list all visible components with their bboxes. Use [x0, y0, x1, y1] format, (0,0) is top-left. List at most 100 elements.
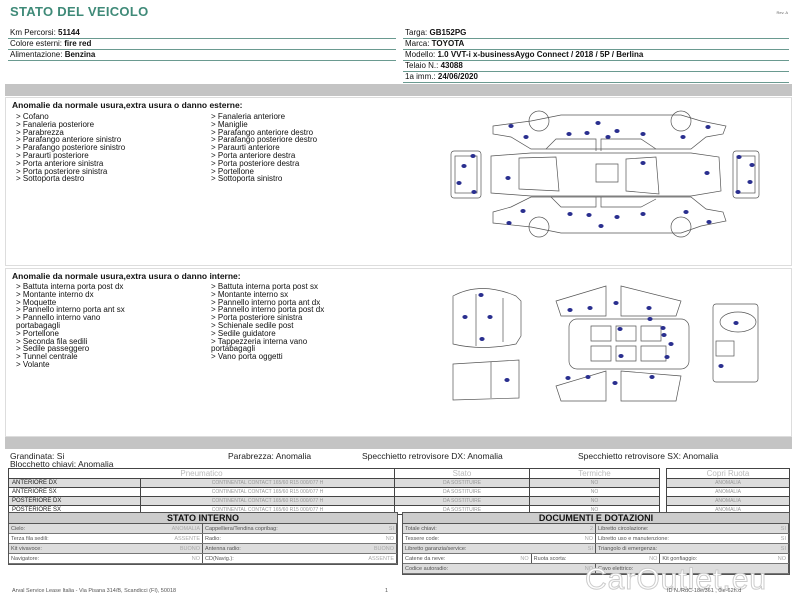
damage-marker[interactable]	[587, 306, 593, 310]
field-value: BUONO	[179, 546, 200, 552]
damage-marker[interactable]	[487, 315, 493, 319]
damage-marker[interactable]	[567, 212, 573, 216]
damage-marker[interactable]	[660, 326, 666, 330]
damage-marker[interactable]	[508, 124, 514, 128]
damage-marker[interactable]	[704, 171, 710, 175]
damage-marker[interactable]	[505, 176, 511, 180]
damage-marker[interactable]	[718, 364, 724, 368]
info-label: 1a imm.:	[405, 72, 438, 81]
damage-marker[interactable]	[584, 131, 590, 135]
damage-marker[interactable]	[456, 181, 462, 185]
field-label: Libretto circolazione:	[598, 526, 649, 532]
damage-marker[interactable]	[705, 125, 711, 129]
tyre-position: ANTERIORE SX	[8, 487, 141, 497]
damage-marker[interactable]	[478, 293, 484, 297]
damage-marker[interactable]	[586, 213, 592, 217]
copri-ruota-value: ANOMALIA	[666, 478, 790, 488]
damage-marker[interactable]	[647, 317, 653, 321]
damage-marker[interactable]	[504, 378, 510, 382]
field: CD(Navig.): ASSENTE	[203, 554, 397, 563]
damage-marker[interactable]	[668, 342, 674, 346]
damage-marker[interactable]	[749, 163, 755, 167]
field-label: Libretto uso e manutenzione:	[598, 536, 669, 542]
damage-marker[interactable]	[706, 220, 712, 224]
field-label: Catene da neve:	[405, 556, 446, 562]
info-row: 1a imm.: 24/06/2020	[403, 72, 789, 83]
parabrezza: Parabrezza: Anomalia	[228, 451, 312, 461]
damage-marker[interactable]	[747, 180, 753, 184]
damage-marker[interactable]	[614, 215, 620, 219]
field-label: Kit vivavoce:	[11, 546, 42, 552]
damage-marker[interactable]	[680, 135, 686, 139]
section-row: Terza fila sedili: ASSENTE Radio: NO	[9, 534, 397, 544]
field: Cavo elettrico:	[596, 564, 789, 573]
field: Libretto uso e manutenzione: SI	[596, 534, 789, 543]
field: Cappelliera/Tendina copribag: SI	[203, 524, 397, 533]
damage-marker[interactable]	[461, 164, 467, 168]
damage-marker[interactable]	[605, 135, 611, 139]
info-label: Marca:	[405, 39, 432, 48]
grandinata: Grandinata: Si	[10, 451, 65, 461]
col-termiche: Termiche	[529, 468, 660, 479]
damage-marker[interactable]	[736, 155, 742, 159]
damage-marker[interactable]	[640, 212, 646, 216]
damage-marker[interactable]	[646, 306, 652, 310]
field-value: SI	[780, 546, 786, 552]
field-label: Cielo:	[11, 526, 26, 532]
damage-marker[interactable]	[649, 375, 655, 379]
field: Radio: NO	[203, 534, 397, 543]
field-label: Libretto garanzia/service:	[405, 546, 467, 552]
section-row: Cielo: ANOMALIA Cappelliera/Tendina coprib…	[9, 524, 397, 534]
section-row: Libretto garanzia/service: SI Triangolo di…	[403, 544, 789, 554]
field-value: NO	[520, 556, 529, 562]
damage-marker[interactable]	[523, 135, 529, 139]
damage-marker[interactable]	[566, 132, 572, 136]
tyre-model: CONTINENTAL CONTACT 165/60 R15 000/077 H	[140, 478, 395, 488]
damage-marker[interactable]	[735, 190, 741, 194]
tyre-row: ANTERIORE SX CONTINENTAL CONTACT 165/60 R…	[8, 487, 660, 497]
damage-marker[interactable]	[640, 161, 646, 165]
damage-marker[interactable]	[661, 333, 667, 337]
damage-marker[interactable]	[664, 355, 670, 359]
damage-marker[interactable]	[683, 210, 689, 214]
field-label: Terza fila sedili:	[11, 536, 49, 542]
field-value: BUONO	[373, 546, 394, 552]
damage-marker[interactable]	[471, 190, 477, 194]
damage-marker[interactable]	[470, 154, 476, 158]
damage-marker[interactable]	[613, 301, 619, 305]
damage-marker[interactable]	[640, 132, 646, 136]
damage-marker[interactable]	[612, 381, 618, 385]
info-label: Km Percorsi:	[10, 28, 59, 37]
section-row: Codice autoradio: NO Cavo elettrico:	[403, 564, 789, 574]
field: Kit vivavoce: BUONO	[9, 544, 203, 553]
damage-marker[interactable]	[565, 376, 571, 380]
info-label: Modello:	[405, 50, 438, 59]
damage-marker[interactable]	[585, 375, 591, 379]
tyre-termiche: NO	[529, 478, 660, 488]
section-row: Catene da neve: NO Ruota scorta: NO Kit gonf…	[403, 554, 790, 564]
section-row: Tessere code: NO Libretto uso e manutenzio…	[403, 534, 789, 544]
field-label: Radio:	[205, 536, 221, 542]
damage-marker[interactable]	[733, 321, 739, 325]
damage-marker[interactable]	[595, 121, 601, 125]
col-copri-ruota: Copri Ruota	[666, 468, 790, 479]
damage-marker[interactable]	[462, 315, 468, 319]
section-row: Kit vivavoce: BUONO Antenna radio: BUONO	[9, 544, 397, 554]
damage-marker[interactable]	[614, 129, 620, 133]
field-value: NO	[777, 556, 787, 562]
interior-car-diagram	[452, 285, 759, 402]
field-value: SI	[388, 526, 394, 532]
damage-marker[interactable]	[520, 209, 526, 213]
field: Navigatore: NO	[9, 554, 203, 563]
tyre-stato: DA SOSTITUIRE	[394, 496, 530, 506]
revision: Rev. A	[776, 10, 789, 15]
damage-marker[interactable]	[618, 354, 624, 358]
interior-damage-section: Anomalie da normale usura,extra usura o …	[5, 268, 792, 437]
damage-marker[interactable]	[479, 337, 485, 341]
field: Cielo: ANOMALIA	[9, 524, 203, 533]
damage-marker[interactable]	[506, 221, 512, 225]
damage-marker[interactable]	[598, 224, 604, 228]
damage-marker[interactable]	[567, 308, 573, 312]
field: Libretto garanzia/service: SI	[403, 544, 596, 553]
damage-marker[interactable]	[617, 327, 623, 331]
